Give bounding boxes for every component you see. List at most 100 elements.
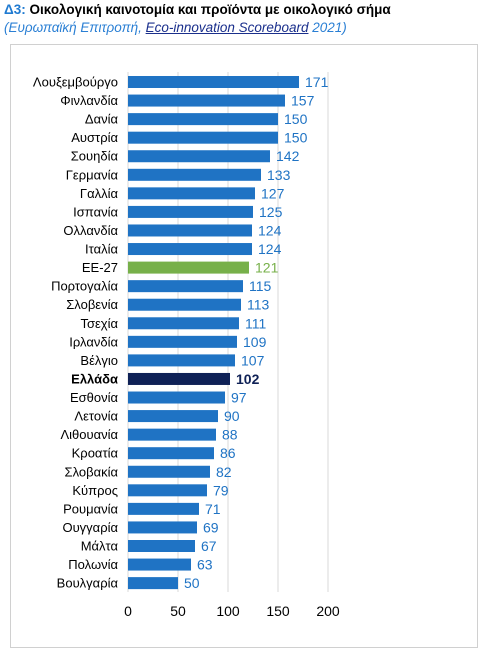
bar-6 [128, 168, 261, 181]
bar-27 [128, 558, 191, 571]
data-label: 133 [267, 167, 291, 183]
data-label: 97 [231, 390, 247, 406]
chart-source: (Ευρωπαϊκή Επιτροπή, Eco-innovation Scor… [4, 20, 347, 35]
data-label: 67 [201, 538, 217, 554]
data-label: 63 [197, 557, 213, 573]
data-label: 107 [241, 352, 265, 368]
category-label: Αυστρία [71, 130, 118, 145]
category-label: Σουηδία [71, 149, 119, 164]
data-label: 113 [247, 297, 270, 313]
x-tick-label: 50 [170, 603, 186, 619]
data-label: 127 [261, 185, 285, 201]
data-label: 124 [258, 222, 282, 238]
bar-24 [128, 502, 199, 515]
x-tick-label: 100 [216, 603, 240, 619]
data-label: 109 [243, 334, 267, 350]
category-label: Ρουμανία [63, 501, 118, 516]
data-label: 71 [205, 501, 221, 517]
data-label: 50 [184, 575, 200, 591]
title-text: Οικολογική καινοτομία και προϊόντα με οι… [29, 2, 391, 17]
category-label: Ουγγαρία [62, 520, 118, 535]
bar-19 [128, 410, 218, 423]
data-label: 121 [255, 260, 279, 276]
data-label: 86 [220, 445, 236, 461]
bar-1 [128, 76, 299, 88]
data-label: 90 [224, 408, 240, 424]
figure-code: Δ3: [4, 2, 26, 17]
data-label: 157 [291, 93, 315, 109]
bar-8 [128, 205, 253, 218]
category-label: Δανία [85, 112, 119, 127]
bar-10 [128, 243, 252, 256]
category-label: Ιρλανδία [69, 334, 118, 349]
data-label: 82 [216, 464, 232, 480]
category-label: Πορτογαλία [51, 279, 118, 294]
data-label: 88 [222, 427, 238, 443]
bar-2 [128, 94, 285, 107]
data-label: 102 [236, 371, 260, 387]
bar-14 [128, 317, 239, 330]
data-label: 115 [249, 278, 272, 294]
category-label: Ιταλία [85, 242, 118, 257]
bar-16 [128, 354, 235, 367]
chart-title: Δ3: Οικολογική καινοτομία και προϊόντα μ… [4, 2, 391, 17]
data-label: 125 [259, 204, 283, 220]
category-label: Ελλάδα [71, 371, 118, 386]
bar-22 [128, 465, 210, 478]
category-label: Ισπανία [73, 204, 118, 219]
bar-15 [128, 335, 237, 348]
data-label: 150 [284, 111, 308, 127]
category-label: ΕΕ-27 [82, 260, 118, 275]
category-label: Γερμανία [66, 167, 119, 182]
bar-13 [128, 298, 241, 311]
data-label: 150 [284, 130, 308, 146]
bar-20 [128, 428, 216, 441]
category-label: Τσεχία [80, 316, 118, 331]
category-labels: Λουξεμβούργο Φινλανδία Δανία Αυστρία Σουηδία… [33, 75, 119, 591]
category-label: Φινλανδία [60, 93, 118, 108]
category-label: Εσθονία [70, 390, 119, 405]
category-label: Ολλανδία [63, 223, 118, 238]
category-label: Σλοβακία [65, 464, 119, 479]
category-label: Λουξεμβούργο [33, 75, 118, 90]
bar-23 [128, 484, 207, 497]
x-tick-label: 0 [124, 603, 132, 619]
category-label: Μάλτα [81, 539, 119, 554]
bars [128, 76, 299, 590]
data-label: 171 [305, 74, 329, 90]
data-label: 69 [203, 519, 219, 535]
bar-12 [128, 280, 243, 293]
bar-26 [128, 540, 195, 552]
source-open: (Ευρωπαϊκή Επιτροπή, [4, 20, 146, 35]
source-close: 2021) [308, 20, 347, 35]
bar-25 [128, 521, 197, 534]
bar-3 [128, 113, 278, 126]
bar-7 [128, 187, 255, 200]
category-label: Γαλλία [80, 186, 119, 201]
bar-5 [128, 150, 270, 163]
category-label: Κροατία [72, 446, 119, 461]
category-label: Πολωνία [68, 557, 118, 572]
source-link[interactable]: Eco-innovation Scoreboard [145, 20, 309, 35]
category-label: Σλοβενία [66, 297, 118, 312]
x-tick-labels: 0 50 100 150 200 [124, 603, 340, 619]
x-tick-label: 150 [266, 603, 290, 619]
chart-frame [10, 44, 478, 648]
bar-28 [128, 577, 178, 590]
value-labels: 171 157 150 150 142 133 127 125 124 124 121 115 113 1… [184, 74, 329, 591]
bar-18 [128, 391, 225, 404]
category-label: Λιθουανία [60, 427, 118, 442]
category-label: Βέλγιο [80, 353, 118, 368]
bar-21 [128, 447, 214, 460]
bar-17 [128, 372, 230, 385]
data-label: 142 [276, 148, 300, 164]
x-tick-label: 200 [316, 603, 340, 619]
category-label: Κύπρος [72, 483, 118, 498]
bar-4 [128, 131, 278, 144]
data-label: 79 [213, 482, 229, 498]
category-label: Λετονία [74, 409, 118, 424]
data-label: 111 [245, 315, 266, 331]
data-label: 124 [258, 241, 282, 257]
category-label: Βουλγαρία [57, 576, 119, 591]
